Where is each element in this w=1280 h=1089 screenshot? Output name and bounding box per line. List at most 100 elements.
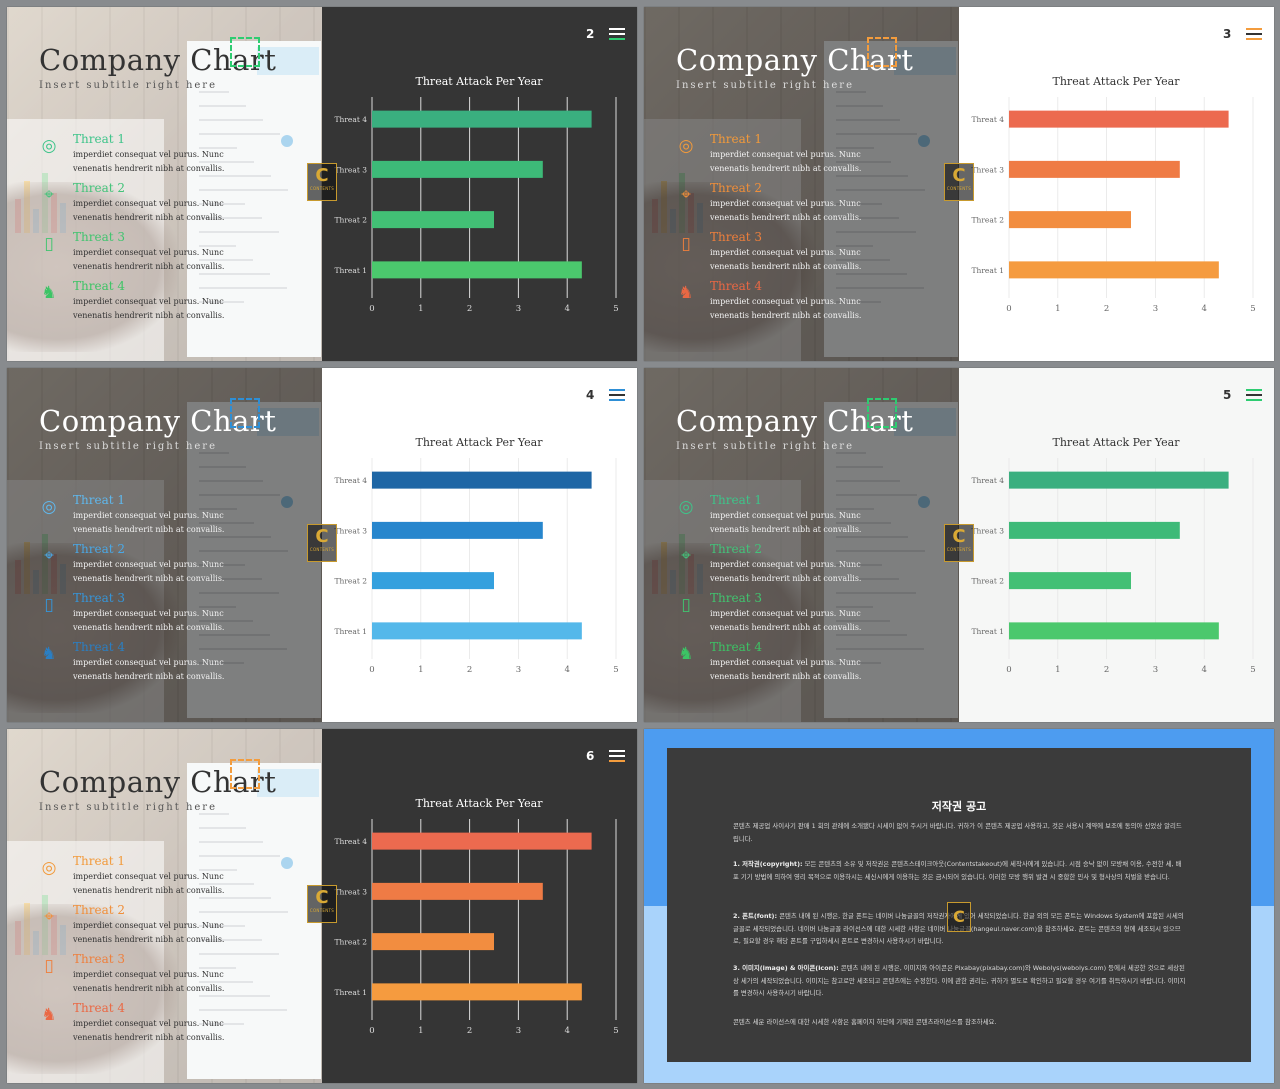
- bar-chart: Threat Attack Per Year 0 1 2 3 4 5 Threat 1 Thre…: [335, 797, 619, 1036]
- paper-line: [199, 105, 246, 107]
- paper-line: [199, 925, 245, 927]
- paper-line: [199, 231, 279, 233]
- paper-line: [199, 189, 288, 191]
- phone-icon: ▯: [44, 595, 54, 615]
- x-tick-label: 4: [1201, 304, 1206, 314]
- feature-description-line: imperdiet consequat vel purus. Nunc: [710, 609, 861, 618]
- feature-name: Threat 1: [710, 132, 762, 146]
- menu-icon-line: [1246, 394, 1262, 396]
- chart-slide: Company Chart Insert subtitle right here ◎…: [644, 7, 1274, 361]
- feature-description: imperdiet consequat vel purus. Nunc venen…: [73, 197, 243, 225]
- contents-logo: C CONTENTS: [307, 524, 337, 562]
- feature-name: Threat 3: [73, 230, 125, 244]
- menu-icon-line: [609, 389, 625, 391]
- x-tick-label: 2: [467, 665, 472, 675]
- chart-panel: 4 Threat Attack Per Year 0 1 2 3 4 5 Threat 1 Thr…: [322, 368, 637, 722]
- paper-line: [199, 273, 270, 275]
- bar: [372, 261, 582, 279]
- notice-section-heading: 3. 이미지(image) & 아이콘(icon):: [733, 964, 839, 972]
- paper-line: [199, 841, 263, 843]
- chart-title: Threat Attack Per Year: [416, 75, 544, 88]
- menu-icon[interactable]: [1246, 389, 1262, 401]
- feature-description-line: venenatis hendrerit nibh at convallis.: [710, 262, 862, 271]
- menu-icon-line: [609, 394, 625, 396]
- feature-item: ⌖ Threat 2 imperdiet consequat vel purus. …: [39, 903, 229, 947]
- x-tick-label: 2: [467, 304, 472, 314]
- phone-icon: ▯: [681, 234, 691, 254]
- bar: [372, 471, 592, 489]
- photo-overlay: [7, 368, 322, 722]
- paper-line: [199, 259, 253, 261]
- x-tick-label: 3: [516, 304, 521, 314]
- paper-line: [199, 995, 270, 997]
- feature-description: imperdiet consequat vel purus. Nunc venen…: [710, 246, 880, 274]
- paper-line: [199, 939, 262, 941]
- menu-icon-line: [1246, 28, 1262, 30]
- feature-description-line: venenatis hendrerit nibh at convallis.: [73, 574, 225, 583]
- y-category-label: Threat 3: [335, 887, 368, 896]
- feature-name: Threat 4: [73, 640, 125, 654]
- feature-item: ◎ Threat 1 imperdiet consequat vel purus. …: [39, 132, 229, 176]
- slide-title: Company Chart: [39, 43, 277, 77]
- feature-description-line: imperdiet consequat vel purus. Nunc: [73, 248, 224, 257]
- slide-subtitle: Insert subtitle right here: [39, 441, 217, 452]
- bar: [372, 160, 543, 178]
- paper-line: [199, 301, 244, 303]
- menu-icon[interactable]: [609, 389, 625, 401]
- menu-icon-line: [609, 33, 625, 35]
- slide-title: Company Chart: [39, 404, 277, 438]
- y-category-label: Threat 4: [335, 837, 368, 846]
- notice-section-text: 콘텐츠 내에 된 시행은, 이미지와 아이콘은 Pixabay(pixabay.…: [733, 964, 1186, 997]
- dashed-frame: [867, 398, 897, 428]
- feature-item: ⌖ Threat 2 imperdiet consequat vel purus. …: [39, 542, 229, 586]
- bar: [372, 832, 592, 850]
- photo-overlay: [7, 7, 322, 361]
- y-category-label: Threat 2: [972, 216, 1005, 225]
- feature-description-line: imperdiet consequat vel purus. Nunc: [73, 297, 224, 306]
- logo-text: CONTENTS: [946, 186, 972, 191]
- feature-description-line: imperdiet consequat vel purus. Nunc: [73, 150, 224, 159]
- contents-logo: C: [947, 902, 971, 932]
- menu-icon[interactable]: [609, 750, 625, 762]
- target-icon: ◎: [41, 858, 57, 878]
- x-tick-label: 1: [1055, 304, 1060, 314]
- feature-description-line: imperdiet consequat vel purus. Nunc: [73, 609, 224, 618]
- feature-name: Threat 3: [710, 230, 762, 244]
- feature-item: ♞ Threat 4 imperdiet consequat vel purus. …: [39, 640, 229, 684]
- slide-title: Company Chart: [39, 765, 277, 799]
- x-tick-label: 3: [1153, 665, 1158, 675]
- paper-line: [199, 813, 229, 815]
- photo-overlay: [644, 7, 959, 361]
- y-category-label: Threat 1: [972, 266, 1005, 275]
- feature-description-line: venenatis hendrerit nibh at convallis.: [710, 623, 862, 632]
- feature-name: Threat 1: [73, 854, 125, 868]
- feature-description-line: imperdiet consequat vel purus. Nunc: [710, 248, 861, 257]
- feature-name: Threat 3: [710, 591, 762, 605]
- feature-item: ◎ Threat 1 imperdiet consequat vel purus. …: [39, 493, 229, 537]
- x-tick-label: 4: [564, 665, 569, 675]
- page-number: 4: [586, 388, 595, 402]
- feature-item: ▯ Threat 3 imperdiet consequat vel purus. …: [39, 591, 229, 635]
- feature-description: imperdiet consequat vel purus. Nunc venen…: [710, 656, 880, 684]
- bar: [1009, 622, 1219, 640]
- dashed-frame: [867, 37, 897, 67]
- contents-logo: C CONTENTS: [944, 524, 974, 562]
- bar: [1009, 110, 1229, 128]
- x-tick-label: 5: [1250, 665, 1255, 675]
- pushpin-icon: ⌖: [44, 185, 54, 205]
- contents-logo: C CONTENTS: [307, 163, 337, 201]
- y-category-label: Threat 3: [972, 165, 1005, 174]
- feature-description: imperdiet consequat vel purus. Nunc venen…: [73, 148, 243, 176]
- feature-description: imperdiet consequat vel purus. Nunc venen…: [710, 607, 880, 635]
- pushpin-icon: ⌖: [681, 185, 691, 205]
- background-photo: [644, 7, 959, 361]
- feature-item: ♞ Threat 4 imperdiet consequat vel purus. …: [676, 279, 866, 323]
- slide-subtitle: Insert subtitle right here: [676, 80, 854, 91]
- menu-icon[interactable]: [1246, 28, 1262, 40]
- feature-description-line: venenatis hendrerit nibh at convallis.: [73, 1033, 225, 1042]
- logo-text: CONTENTS: [309, 908, 335, 913]
- menu-icon[interactable]: [609, 28, 625, 40]
- feature-description-line: imperdiet consequat vel purus. Nunc: [73, 1019, 224, 1028]
- slide-title: Company Chart: [676, 404, 914, 438]
- paper-line: [199, 217, 262, 219]
